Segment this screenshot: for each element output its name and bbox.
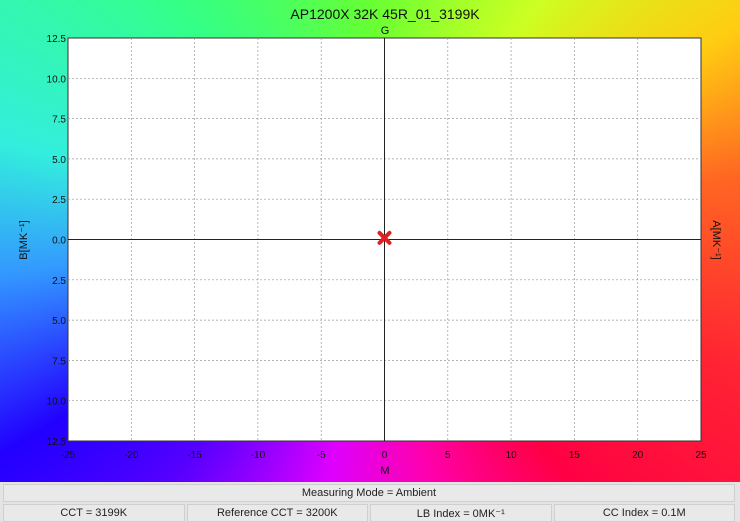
chart-title: AP1200X 32K 45R_01_3199K bbox=[290, 6, 480, 22]
y-tick-label: 12.5 bbox=[47, 34, 67, 45]
y-tick-label: 5.0 bbox=[52, 155, 66, 166]
x-tick-label: 25 bbox=[695, 450, 707, 461]
x-tick-label: -5 bbox=[317, 450, 326, 461]
y-tick-label: 10.0 bbox=[47, 74, 67, 85]
y-tick-label: 5.0 bbox=[52, 316, 66, 327]
y-tick-label: 12.5 bbox=[47, 437, 67, 448]
y-axis-label: B[MK⁻¹] bbox=[18, 220, 30, 259]
stats-panel: Measuring Mode = Ambient CCT = 3199K Ref… bbox=[0, 482, 740, 522]
x-tick-label: 15 bbox=[569, 450, 581, 461]
y-tick-label: 10.0 bbox=[47, 397, 67, 408]
chart: AP1200X 32K 45R_01_3199K G M B[MK⁻¹] A[M… bbox=[18, 6, 722, 477]
x-tick-label: -25 bbox=[61, 450, 76, 461]
y-tick-label: 0.0 bbox=[52, 236, 66, 247]
x-tick-label: -20 bbox=[124, 450, 139, 461]
x-tick-label: 5 bbox=[445, 450, 451, 461]
data-point-marker bbox=[377, 230, 392, 245]
cct-value: CCT = 3199K bbox=[3, 504, 185, 522]
top-axis-label: G bbox=[381, 25, 390, 37]
reference-cct-value: Reference CCT = 3200K bbox=[186, 504, 368, 522]
x-tick-label: -15 bbox=[187, 450, 202, 461]
lb-index-value: LB Index = 0MK⁻¹ bbox=[370, 504, 552, 522]
y-tick-label: 2.5 bbox=[52, 195, 66, 206]
right-axis-label: A[MK⁻¹] bbox=[710, 220, 722, 259]
measuring-mode: Measuring Mode = Ambient bbox=[3, 484, 735, 502]
x-tick-label: 20 bbox=[632, 450, 644, 461]
cc-index-value: CC Index = 0.1M bbox=[553, 504, 735, 522]
x-tick-label: 10 bbox=[506, 450, 518, 461]
y-tick-label: 2.5 bbox=[52, 276, 66, 287]
y-tick-label: 7.5 bbox=[52, 115, 66, 126]
y-tick-label: 7.5 bbox=[52, 356, 66, 367]
x-tick-label: -10 bbox=[251, 450, 266, 461]
x-axis-label: M bbox=[380, 465, 389, 477]
x-tick-label: 0 bbox=[382, 450, 388, 461]
